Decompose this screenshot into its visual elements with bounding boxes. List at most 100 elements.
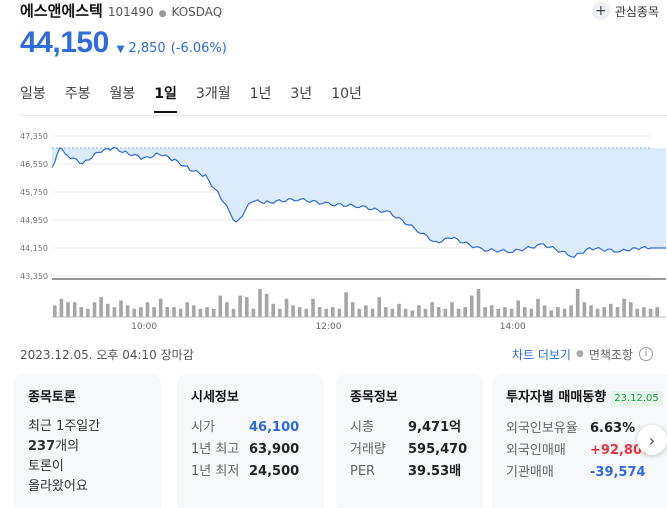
tab-weekly[interactable]: 주봉 [64, 86, 91, 102]
tabs-divider [20, 115, 667, 116]
plus-circle-icon: + [591, 2, 610, 20]
info-value: 595,470 [408, 442, 468, 457]
tab-monthly[interactable]: 월봉 [109, 86, 136, 102]
info-row-volume: 거래량 595,470 [350, 439, 483, 461]
discussion-card[interactable]: 종목토론 최근 1주일간 237개의 토론이 올라왔어요 [14, 374, 161, 508]
quote-label: 1년 최저 [191, 464, 240, 479]
volume-bar [503, 307, 507, 317]
separator-dot: ● [575, 349, 584, 359]
volume-bar [205, 307, 209, 317]
separator-dot: ● [158, 9, 167, 19]
investor-label: 외국인매매 [506, 443, 566, 458]
stock-info-card[interactable]: 종목정보 시총 9,471억 거래량 595,470 PER 39.53배 [336, 374, 483, 508]
volume-bar [377, 297, 381, 317]
x-tick-label: 12:00 [315, 322, 341, 332]
volume-bar [615, 307, 620, 317]
add-watchlist-button[interactable]: + 관심종목 [591, 0, 659, 22]
tab-3year[interactable]: 3년 [290, 86, 313, 102]
investor-row-institution-trade: 기관매매 -39,574 [506, 462, 667, 484]
info-value: 39.53배 [408, 464, 462, 479]
volume-bar [476, 288, 481, 317]
info-label: PER [350, 464, 376, 479]
volume-bar [225, 302, 229, 317]
volume-bar [523, 307, 527, 317]
info-label: 시총 [350, 420, 374, 435]
volume-bar [470, 295, 474, 317]
investor-row-foreign-ratio: 외국인보유율 6.63% [506, 418, 667, 440]
info-circle-icon[interactable]: i [639, 347, 653, 361]
volume-bar [436, 307, 441, 317]
x-tick-label: 14:00 [500, 322, 526, 332]
discussion-line3: 토론이 [28, 459, 64, 474]
volume-bar [635, 308, 640, 318]
volume-bar [79, 307, 84, 317]
quote-row-open: 시가 46,100 [191, 417, 324, 439]
volume-bar [456, 308, 461, 318]
y-tick-label: 44,150 [20, 244, 48, 253]
volume-bar [536, 298, 540, 317]
volume-bar [403, 308, 408, 318]
investor-title-text: 투자자별 매매동향 [506, 390, 607, 405]
volume-bar [384, 307, 388, 317]
stock-code: 101490 [107, 5, 154, 19]
volume-bar [430, 302, 434, 317]
tab-1year[interactable]: 1년 [249, 86, 272, 102]
volume-bar [648, 308, 653, 318]
volume-bar [609, 303, 613, 317]
tab-10year[interactable]: 10년 [331, 86, 362, 102]
market-name: KOSDAQ [171, 5, 223, 19]
price-change-percent: (-6.06%) [170, 41, 227, 56]
info-value: 9,471억 [408, 420, 462, 435]
volume-bar [258, 288, 262, 317]
volume-bar [251, 308, 256, 318]
discussion-line1: 최근 1주일간 [28, 419, 101, 434]
watchlist-label: 관심종목 [614, 4, 659, 19]
info-row-market-cap: 시총 9,471억 [350, 417, 483, 439]
y-tick-label: 44,950 [20, 216, 48, 225]
volume-bar [324, 308, 328, 318]
volume-bar [556, 307, 560, 317]
down-triangle-icon: ▼ [116, 44, 125, 55]
volume-bar [297, 307, 302, 317]
volume-bar [152, 307, 156, 317]
volume-bar [331, 307, 335, 317]
tab-daily[interactable]: 일봉 [20, 86, 46, 102]
volume-bar [344, 292, 348, 318]
quote-value: 63,900 [249, 442, 300, 457]
quote-value: 24,500 [249, 464, 300, 479]
volume-bar [245, 297, 249, 317]
volume-bar [271, 303, 275, 317]
quote-card[interactable]: 시세정보 시가 46,100 1년 최고 63,900 1년 최저 24,500 [177, 374, 324, 508]
quote-label: 시가 [191, 420, 215, 435]
volume-bar [112, 307, 117, 317]
tab-3month[interactable]: 3개월 [195, 86, 231, 102]
info-label: 거래량 [350, 442, 386, 457]
stock-name: 에스앤에스텍 [20, 2, 103, 20]
volume-bar [364, 305, 368, 317]
tab-1day[interactable]: 1일 [154, 80, 177, 113]
investor-label: 기관매매 [506, 465, 554, 480]
disclaimer-link[interactable]: 면책조항 [588, 347, 633, 362]
chart-more-link[interactable]: 차트 더보기 [511, 347, 571, 362]
volume-bar [602, 307, 606, 317]
discussion-title: 종목토론 [28, 390, 76, 405]
current-price: 44,150 [20, 26, 109, 59]
stock-header: 에스앤에스텍 101490 ● KOSDAQ [20, 0, 222, 22]
y-tick-label: 47,350 [20, 132, 48, 141]
summary-cards: 종목토론 최근 1주일간 237개의 토론이 올라왔어요 시세정보 시가 46,… [14, 374, 667, 508]
volume-bar [622, 298, 626, 317]
discussion-count-line: 237개의 [28, 437, 161, 457]
volume-bar [311, 298, 315, 317]
quote-title: 시세정보 [191, 390, 239, 405]
chevron-right-icon[interactable]: › [637, 425, 667, 455]
volume-bar [317, 307, 322, 317]
status-row: 2023.12.05. 오후 04:10 장마감 차트 더보기 ● 면책조항 i [20, 344, 653, 364]
intraday-price-chart[interactable]: 47,350 46,550 45,750 44,950 44,150 43,350 10:0… [0, 124, 667, 334]
volume-bar [178, 308, 183, 318]
market-timestamp: 2023.12.05. 오후 04:10 장마감 [20, 347, 194, 362]
y-tick-label: 45,750 [20, 188, 48, 197]
volume-bar [291, 305, 295, 317]
price-line [51, 146, 666, 258]
volume-bar [516, 300, 520, 317]
volume-bar [423, 308, 428, 318]
